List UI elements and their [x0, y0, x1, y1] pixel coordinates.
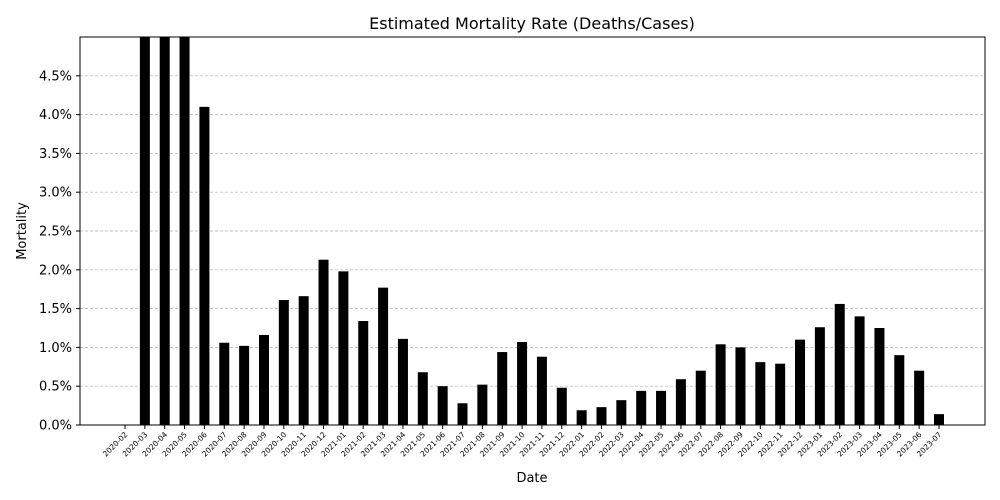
- bar: [874, 328, 885, 425]
- bar: [834, 303, 845, 425]
- y-tick-label: 1.5%: [39, 302, 72, 317]
- bar: [497, 352, 508, 425]
- y-axis-label: Mortality: [15, 202, 30, 260]
- bar: [914, 370, 925, 425]
- bar: [596, 407, 607, 425]
- bar: [576, 410, 587, 425]
- y-tick-label: 4.5%: [39, 69, 72, 84]
- bar: [894, 355, 905, 425]
- y-tick-label: 2.5%: [39, 225, 72, 240]
- bar: [775, 363, 786, 425]
- bar: [159, 37, 170, 425]
- bar: [219, 342, 230, 425]
- bar: [934, 414, 944, 425]
- bar: [675, 379, 686, 425]
- chart-title: Estimated Mortality Rate (Deaths/Cases): [369, 14, 695, 33]
- bar: [358, 321, 369, 425]
- bar: [715, 344, 726, 425]
- bars: [139, 37, 944, 425]
- bar: [814, 327, 825, 425]
- bar: [239, 345, 250, 425]
- y-tick-label: 1.0%: [39, 341, 72, 356]
- y-tick-label: 0.0%: [39, 419, 72, 434]
- bar: [477, 384, 488, 425]
- bar: [517, 341, 528, 425]
- y-tick-label: 2.0%: [39, 263, 72, 278]
- bar: [139, 37, 150, 425]
- y-tick-label: 3.0%: [39, 186, 72, 201]
- bar: [695, 370, 706, 425]
- grid: [80, 75, 985, 426]
- bar: [199, 106, 210, 425]
- bar: [457, 403, 468, 425]
- y-tick-label: 3.5%: [39, 147, 72, 162]
- bar: [179, 37, 190, 425]
- bar: [338, 271, 349, 425]
- bar: [258, 334, 269, 425]
- y-tick-label: 4.0%: [39, 108, 72, 123]
- bar: [854, 316, 865, 425]
- x-axis-label: Date: [516, 471, 547, 486]
- bar: [755, 362, 766, 425]
- bar: [795, 339, 806, 425]
- bar: [536, 356, 547, 425]
- bar: [735, 347, 746, 425]
- bar: [298, 296, 309, 425]
- y-tick-label: 0.5%: [39, 380, 72, 395]
- bar: [556, 387, 567, 425]
- bar: [437, 386, 448, 425]
- bar: [656, 390, 667, 425]
- bar: [378, 287, 389, 425]
- bar: [397, 338, 408, 425]
- bar: [616, 400, 627, 425]
- bar: [318, 259, 329, 425]
- bar: [636, 390, 647, 425]
- bar: [417, 372, 428, 425]
- bar: [278, 300, 289, 425]
